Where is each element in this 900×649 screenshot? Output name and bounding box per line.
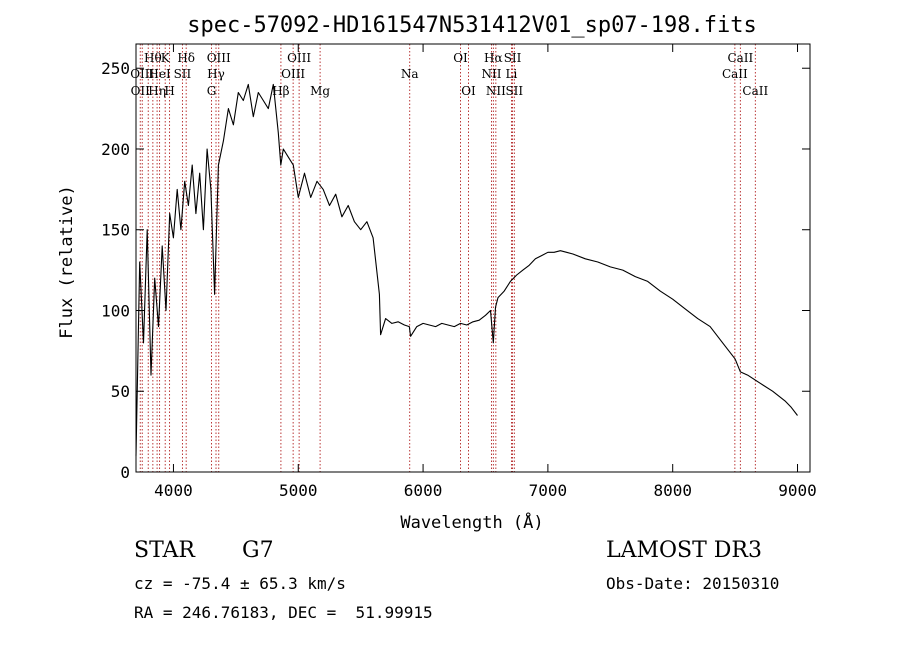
y-tick-label: 50: [111, 382, 130, 401]
line-marker-label: Mg: [310, 84, 330, 98]
line-marker-label: H: [164, 84, 174, 98]
line-marker-label: G: [207, 84, 217, 98]
line-marker-label: Hδ: [177, 51, 195, 65]
line-marker-label: SII: [505, 84, 523, 98]
x-tick-label: 5000: [279, 481, 318, 500]
line-markers: [139, 44, 756, 472]
chart-title: spec-57092-HD161547N531412V01_sp07-198.f…: [187, 13, 757, 38]
line-marker-label: K: [161, 51, 171, 65]
obs-date-text: Obs-Date: 20150310: [606, 574, 780, 593]
line-marker-label: HeI: [148, 67, 171, 81]
line-marker-label: NII: [481, 67, 501, 81]
x-axis-ticks: 4000 5000 6000 7000 8000 9000: [154, 44, 817, 500]
line-marker-label: OI: [461, 84, 476, 98]
y-tick-label: 200: [101, 140, 130, 159]
line-marker-label: Li: [506, 67, 518, 81]
y-axis-label: Flux (relative): [57, 185, 77, 339]
line-marker-label: OIII: [287, 51, 311, 65]
line-marker-label: OI: [453, 51, 468, 65]
line-marker-labels: OIIOIIIHθHηHeIKHSIIHδGHγOIIIHβOIIIOIIIMg…: [130, 51, 768, 98]
y-tick-label: 150: [101, 221, 130, 240]
line-marker-label: Hα: [484, 51, 503, 65]
line-marker-label: CaII: [727, 51, 753, 65]
line-marker-label: Hθ: [144, 51, 162, 65]
line-marker-label: SII: [504, 51, 522, 65]
y-tick-label: 250: [101, 59, 130, 78]
line-marker-label: Hβ: [272, 84, 289, 98]
x-tick-label: 6000: [404, 481, 443, 500]
object-class: STAR: [134, 538, 195, 563]
redshift-text: cz = -75.4 ± 65.3 km/s: [134, 574, 346, 593]
survey-name: LAMOST DR3: [606, 538, 762, 563]
spectrum-line: [135, 83, 798, 456]
line-marker-label: CaII: [722, 67, 748, 81]
plot-frame: [135, 43, 811, 473]
x-tick-label: 7000: [529, 481, 568, 500]
y-tick-label: 100: [101, 301, 130, 320]
x-tick-label: 8000: [653, 481, 692, 500]
line-marker-label: Na: [401, 67, 419, 81]
x-tick-label: 4000: [154, 481, 193, 500]
line-marker-label: NII: [486, 84, 506, 98]
line-marker-label: Hη: [148, 84, 166, 98]
line-marker-label: OII: [131, 84, 151, 98]
object-subclass: G7: [242, 538, 274, 563]
line-marker-label: CaII: [742, 84, 768, 98]
x-tick-label: 9000: [778, 481, 817, 500]
line-marker-label: OIII: [281, 67, 305, 81]
line-marker-label: SII: [174, 67, 192, 81]
line-marker-label: OIII: [207, 51, 231, 65]
y-axis-ticks: 0 50 100 150 200 250: [101, 59, 810, 482]
x-axis-label: Wavelength (Å): [400, 511, 543, 533]
coordinates-text: RA = 246.76183, DEC = 51.99915: [134, 603, 433, 622]
line-marker-label: Hγ: [207, 67, 225, 81]
spectrum-series: [135, 83, 798, 456]
y-tick-label: 0: [120, 463, 130, 482]
